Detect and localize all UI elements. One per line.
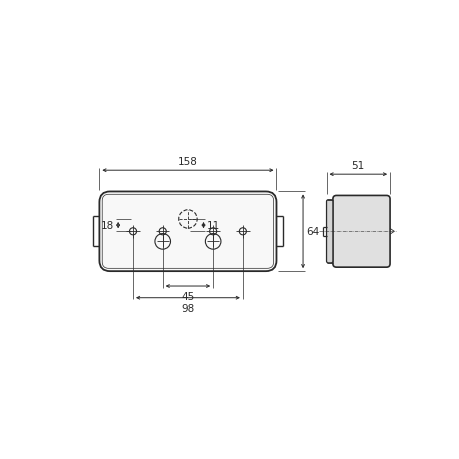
Text: 98: 98	[181, 303, 194, 313]
Text: 51: 51	[351, 161, 364, 171]
Text: 11: 11	[207, 221, 220, 230]
FancyBboxPatch shape	[99, 192, 276, 272]
Text: 45: 45	[181, 291, 194, 301]
FancyBboxPatch shape	[332, 196, 389, 268]
FancyBboxPatch shape	[326, 200, 332, 263]
Text: 18: 18	[101, 221, 114, 230]
Text: 158: 158	[178, 157, 197, 167]
Text: 64: 64	[306, 227, 319, 237]
